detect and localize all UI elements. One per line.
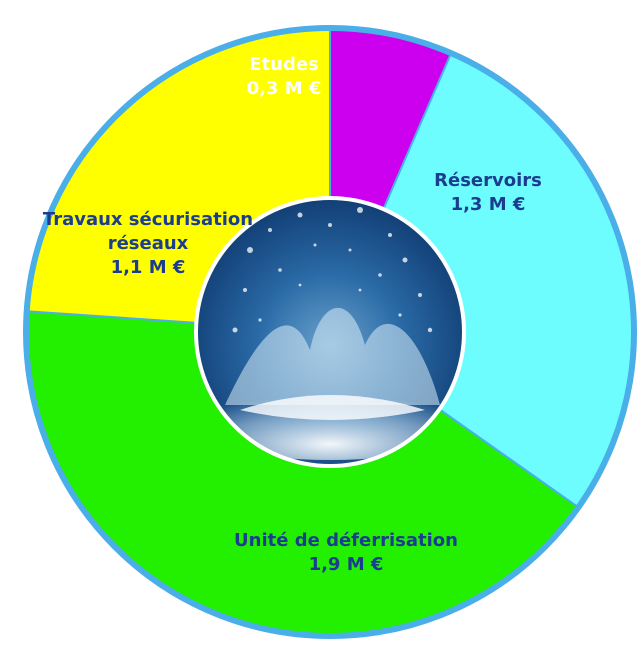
slice-label: Etudes <box>249 54 319 75</box>
water-splash-icon <box>196 198 464 466</box>
droplet-icon <box>378 273 382 277</box>
droplet-icon <box>402 257 408 263</box>
slice-label: Unité de déferrisation <box>234 530 458 551</box>
droplet-icon <box>247 247 253 253</box>
slice-value-label: 1,9 M € <box>309 554 384 575</box>
droplet-icon <box>398 313 402 317</box>
slice-label: Réservoirs <box>434 170 542 191</box>
labels-layer: Etudes 0,3 M € Réservoirs 1,3 M € Unité de d… <box>43 54 542 575</box>
droplet-icon <box>268 228 272 232</box>
droplet-icon <box>427 327 433 333</box>
slice-label: Travaux sécurisation <box>43 209 253 230</box>
droplet-icon <box>328 223 332 227</box>
slice-value-label: 1,3 M € <box>451 194 526 215</box>
slice-value-label: 1,1 M € <box>111 257 186 278</box>
slice-label-group: Unité de déferrisation 1,9 M € <box>234 530 458 575</box>
droplet-icon <box>297 212 303 218</box>
droplet-icon <box>357 207 363 213</box>
slice-label: réseaux <box>108 233 189 254</box>
slice-r-servoirs <box>330 53 634 508</box>
slice-label-group: Réservoirs 1,3 M € <box>434 170 542 215</box>
droplet-icon <box>232 327 238 333</box>
outer-ring-border <box>23 25 637 639</box>
slice-unit-de-d-ferrisation <box>26 311 579 636</box>
droplet-icon <box>388 233 392 237</box>
droplet-icon <box>358 288 362 292</box>
droplet-icon <box>348 248 352 252</box>
droplet-icon <box>298 283 302 287</box>
droplet-icon <box>278 268 282 272</box>
droplet-icon <box>243 288 247 292</box>
slice-value-label: 0,3 M € <box>247 78 322 99</box>
slice-label-group: Etudes 0,3 M € <box>247 54 322 99</box>
slice-label-group: Travaux sécurisation réseaux 1,1 M € <box>43 209 253 278</box>
droplet-icon <box>258 318 262 322</box>
droplet-icon <box>418 293 422 297</box>
droplet-icon <box>313 243 317 247</box>
